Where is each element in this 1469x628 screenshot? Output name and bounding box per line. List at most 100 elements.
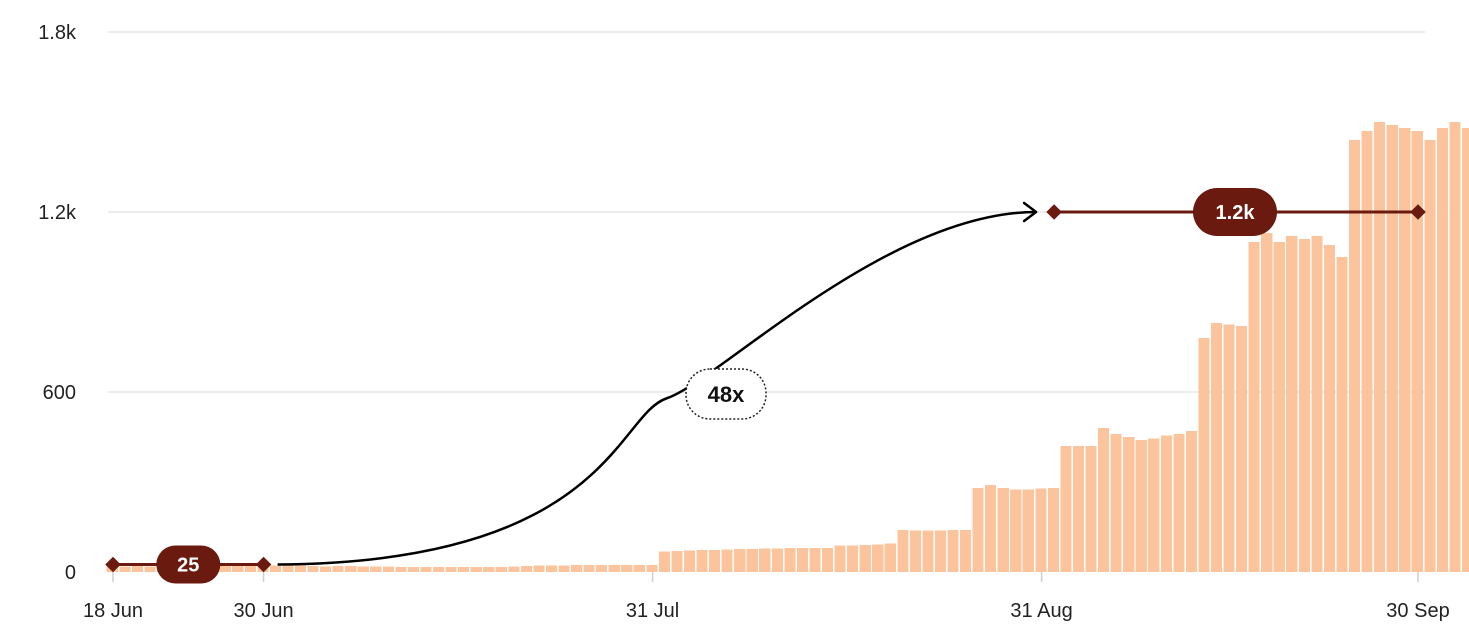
start-value-badge	[156, 545, 221, 584]
y-tick-label: 0	[65, 562, 76, 584]
annotations: 25 1.2k 48x	[105, 188, 1426, 584]
y-tick-label: 1.8k	[38, 22, 77, 44]
bar	[771, 548, 783, 572]
bar	[1098, 428, 1110, 572]
bar	[244, 564, 256, 572]
bar	[721, 549, 733, 572]
bar	[320, 566, 332, 572]
bar	[671, 551, 683, 572]
bar	[1261, 233, 1273, 572]
bar	[470, 567, 482, 572]
bar	[997, 488, 1009, 572]
bar	[796, 548, 809, 572]
bar	[269, 565, 281, 572]
bar	[370, 566, 382, 572]
bar	[959, 530, 972, 572]
bar	[495, 566, 507, 572]
bar	[282, 565, 294, 572]
bar	[520, 566, 532, 572]
bar	[119, 566, 131, 572]
bar	[859, 545, 871, 572]
bar	[558, 565, 570, 572]
x-tick-label: 18 Jun	[83, 600, 143, 622]
bar	[458, 567, 470, 572]
x-tick-label: 31 Jul	[626, 600, 679, 622]
axis-ticks: 0 600 1.2k 1.8k 18 Jun 30 Jun 31 Jul 31 Aug 30 S…	[38, 22, 1450, 622]
bar	[633, 565, 645, 572]
bar	[934, 530, 947, 572]
bar	[571, 565, 583, 572]
bar	[1123, 437, 1135, 572]
bar	[985, 485, 997, 572]
bar	[922, 530, 934, 572]
start-value-label: 25	[177, 555, 199, 577]
bar	[1286, 236, 1298, 572]
bar	[1085, 446, 1097, 572]
bar	[445, 566, 457, 572]
bar	[1436, 128, 1448, 572]
end-range-marker-left	[1046, 204, 1062, 220]
bar	[420, 567, 432, 572]
bar	[1173, 434, 1185, 572]
bar	[508, 566, 520, 572]
bar	[683, 550, 696, 572]
bar	[847, 545, 859, 572]
bar	[1236, 326, 1248, 572]
bar	[746, 549, 758, 572]
bar	[1336, 257, 1348, 572]
bar	[897, 530, 909, 572]
bar	[1022, 489, 1034, 572]
bar	[219, 565, 231, 572]
bar	[395, 566, 407, 572]
bar	[432, 566, 445, 572]
x-tick-label: 30 Jun	[234, 600, 294, 622]
end-range-marker-right	[1410, 204, 1426, 220]
bar	[608, 564, 620, 572]
bar	[1411, 131, 1423, 572]
bar	[658, 551, 670, 572]
bar	[533, 565, 545, 572]
bar	[1148, 438, 1160, 572]
bars	[106, 122, 1469, 572]
bar	[1198, 338, 1210, 572]
growth-curve	[277, 210, 1037, 566]
bar	[734, 549, 746, 572]
bar	[1248, 242, 1260, 572]
bar	[1060, 446, 1072, 572]
end-value-label: 1.2k	[1216, 202, 1256, 224]
bar	[972, 488, 984, 572]
x-tick-label: 30 Sep	[1386, 600, 1449, 622]
bar	[784, 548, 796, 572]
bar	[232, 564, 244, 572]
bar	[1449, 122, 1461, 572]
bar	[345, 566, 357, 572]
bar	[144, 566, 156, 572]
bar	[834, 545, 846, 572]
bar	[583, 565, 595, 572]
bar	[1210, 323, 1223, 572]
bar	[1424, 140, 1436, 572]
bar	[1047, 488, 1059, 572]
bar	[1223, 324, 1235, 572]
bar	[696, 550, 708, 572]
bar	[1311, 236, 1323, 572]
bar	[382, 566, 394, 572]
bar	[332, 566, 344, 572]
bar	[1135, 440, 1147, 572]
bar	[872, 544, 884, 572]
bar	[621, 564, 633, 572]
bar	[1273, 242, 1285, 572]
bar	[759, 548, 771, 572]
growth-arrowhead	[1022, 201, 1038, 223]
bar	[407, 566, 420, 572]
bar	[1010, 489, 1022, 572]
bar	[709, 549, 721, 572]
end-value-badge	[1193, 188, 1277, 236]
bar	[1110, 434, 1122, 572]
multiplier-label: 48x	[708, 382, 745, 407]
bar	[1185, 431, 1198, 572]
x-tick-label: 31 Aug	[1010, 600, 1072, 622]
bar	[307, 566, 319, 572]
